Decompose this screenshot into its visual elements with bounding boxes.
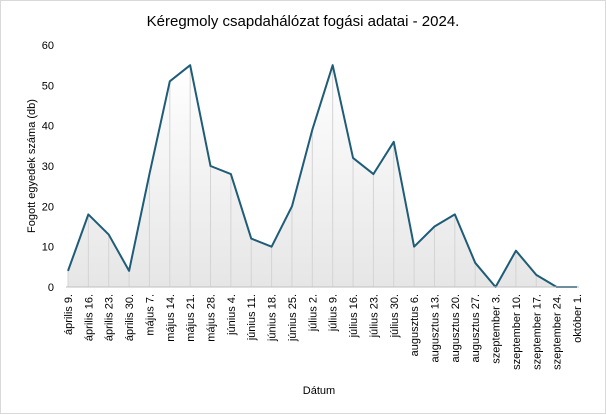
x-tick-label: április 9. bbox=[63, 294, 75, 335]
x-tick-label: július 9. bbox=[328, 294, 340, 332]
y-tick-label: 50 bbox=[42, 80, 54, 92]
x-axis: április 9. április 16. április 23. április … bbox=[63, 286, 584, 370]
x-tick-label: szeptember 3. bbox=[491, 294, 503, 364]
x-tick-label: július 23. bbox=[368, 294, 380, 338]
area-fill bbox=[68, 65, 577, 288]
x-tick-label: szeptember 10. bbox=[511, 294, 523, 370]
x-tick-label: június 18. bbox=[267, 294, 279, 342]
x-tick-label: augusztus 13. bbox=[429, 294, 441, 363]
x-tick-label: szeptember 17. bbox=[531, 294, 543, 370]
x-tick-label: október 1. bbox=[572, 294, 584, 343]
y-tick-label: 60 bbox=[42, 40, 54, 52]
x-tick-label: május 21. bbox=[185, 294, 197, 342]
x-tick-label: augusztus 27. bbox=[470, 294, 482, 363]
x-tick-label: szeptember 24. bbox=[552, 294, 564, 370]
x-axis-label: Dátum bbox=[303, 385, 335, 397]
y-tick-label: 30 bbox=[42, 161, 54, 173]
y-axis-label: Fogott egyedek száma (db) bbox=[26, 99, 38, 233]
x-tick-label: május 14. bbox=[165, 294, 177, 342]
x-tick-label: május 28. bbox=[206, 294, 218, 342]
x-tick-label: június 25. bbox=[287, 294, 299, 342]
y-tick-label: 10 bbox=[42, 242, 54, 254]
x-tick-label: május 7. bbox=[144, 294, 156, 336]
x-tick-label: augusztus 6. bbox=[409, 294, 421, 356]
x-tick-label: július 16. bbox=[348, 294, 360, 338]
drop-lines bbox=[67, 65, 537, 287]
y-tick-label: 0 bbox=[48, 282, 54, 294]
x-tick-label: augusztus 20. bbox=[450, 294, 462, 363]
y-axis: 0 10 20 30 40 50 60 bbox=[42, 40, 54, 294]
series-line bbox=[67, 64, 577, 288]
y-tick-label: 40 bbox=[42, 121, 54, 133]
y-tick-label: 20 bbox=[42, 201, 54, 213]
x-tick-label: június 11. bbox=[246, 294, 258, 341]
area-layer bbox=[68, 65, 577, 288]
x-tick-label: július 30. bbox=[389, 294, 401, 338]
x-tick-label: április 16. bbox=[83, 294, 95, 341]
x-tick-label: április 30. bbox=[124, 294, 136, 341]
x-tick-label: április 23. bbox=[104, 294, 116, 341]
x-tick-label: július 2. bbox=[307, 294, 319, 332]
chart-title: Kéregmoly csapdahálózat fogási adatai - … bbox=[147, 13, 460, 30]
series-layer bbox=[67, 64, 577, 288]
x-tick-label: június 4. bbox=[226, 294, 238, 336]
